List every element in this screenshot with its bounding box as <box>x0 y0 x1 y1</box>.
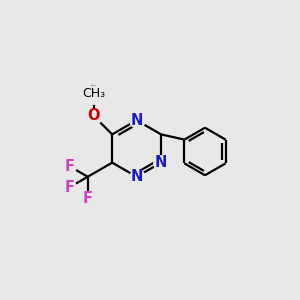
Text: F: F <box>83 191 93 206</box>
Text: methoxy: methoxy <box>91 85 97 86</box>
Text: N: N <box>155 155 167 170</box>
Text: O: O <box>87 108 100 123</box>
Text: F: F <box>64 180 74 195</box>
Text: N: N <box>130 113 143 128</box>
Text: CH₃: CH₃ <box>82 87 105 100</box>
Text: N: N <box>130 169 143 184</box>
Text: F: F <box>64 158 74 173</box>
